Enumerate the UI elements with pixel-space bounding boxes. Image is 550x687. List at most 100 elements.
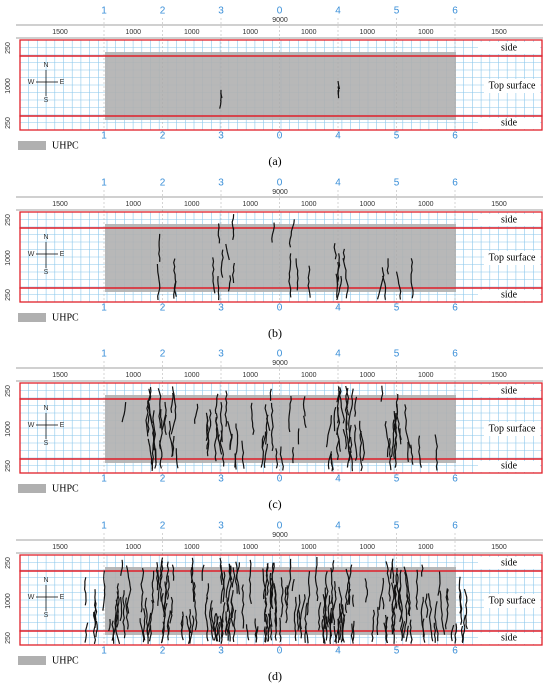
crack [193,582,198,631]
crack [420,596,425,637]
crack [333,243,337,260]
crack [288,253,292,298]
width-dim: 1000 [5,250,12,266]
crack [248,559,252,605]
panel: 1 1 2 2 3 3 0 0 4 4 5 5 6 6 9000 1500 1000 1000 1000 1000 10… [5,178,543,340]
axis-label: 5 [394,6,400,17]
crack [325,415,332,448]
crack [354,396,358,417]
axis-label: 5 [394,131,400,142]
crack [424,593,429,618]
axis-label: 4 [335,131,341,142]
crack [122,590,126,639]
crack [189,615,195,644]
label-bg [484,594,540,608]
crack [344,568,350,614]
region-label: side [501,214,518,225]
crack [214,393,219,414]
label-bg [484,422,540,436]
crack [410,444,414,465]
total-dim: 9000 [272,17,288,24]
crack [263,626,267,643]
crack [230,590,235,619]
crack [269,388,272,401]
label-bg [478,461,540,472]
crack [302,396,306,417]
crack [263,597,267,622]
crack [286,585,289,606]
axis-label: 4 [335,646,341,657]
crack [145,400,149,437]
region-label: Top surface [489,252,536,263]
span-dim: 1000 [242,372,258,379]
crack [376,606,379,635]
crack [463,588,468,630]
width-dim: 250 [5,460,12,472]
crack [212,257,216,294]
crack [314,557,319,602]
crack [269,578,272,619]
axis-label: 3 [218,6,224,17]
region-box [19,458,543,474]
compass-n: N [43,577,48,584]
crack [331,591,337,624]
crack [94,599,98,628]
crack [398,587,402,604]
width-dim: 250 [5,214,12,226]
crack [151,429,155,470]
crack [405,625,409,642]
crack [260,435,265,468]
axis-label: 2 [160,6,166,17]
label-bg [484,79,540,93]
axis-label: 1 [101,303,107,314]
span-dim: 1000 [184,372,200,379]
crack [386,258,389,275]
label-bg [478,633,540,644]
axis-label: 3 [218,303,224,314]
crack [154,448,157,469]
crack [385,561,391,602]
crack [170,386,177,435]
crack [160,560,164,581]
crack [217,434,223,455]
crack [120,559,124,576]
crack [236,562,241,595]
crack [114,611,121,645]
crack [173,258,177,299]
region-label: Top surface [489,595,536,606]
crack [171,564,175,581]
crack [93,589,97,622]
crack [339,387,345,424]
crack [225,243,230,261]
crack [241,584,245,629]
crack [392,419,395,432]
axis-label: 6 [452,521,458,532]
crack [349,436,353,453]
axis-label: 0 [277,178,283,189]
crack [125,597,129,630]
crack [148,625,152,642]
crack [385,616,389,641]
axis-label: 0 [277,303,283,314]
crack [232,227,235,241]
crack [348,388,354,433]
crack [210,607,215,632]
crack [270,562,275,603]
total-dim: 9000 [272,189,288,196]
region-label: side [501,385,518,396]
crack [221,602,226,623]
compass-s: S [44,440,49,447]
crack [381,597,385,610]
crack [146,612,152,633]
crack [116,583,120,628]
crack [218,621,221,642]
axis-label: 0 [277,521,283,532]
axis-label: 4 [335,178,341,189]
crack [288,219,295,248]
crack [338,586,344,623]
crack [403,593,409,639]
compass-s: S [44,269,49,276]
region-label: side [501,557,518,568]
crack [295,258,299,291]
crack [168,420,174,458]
